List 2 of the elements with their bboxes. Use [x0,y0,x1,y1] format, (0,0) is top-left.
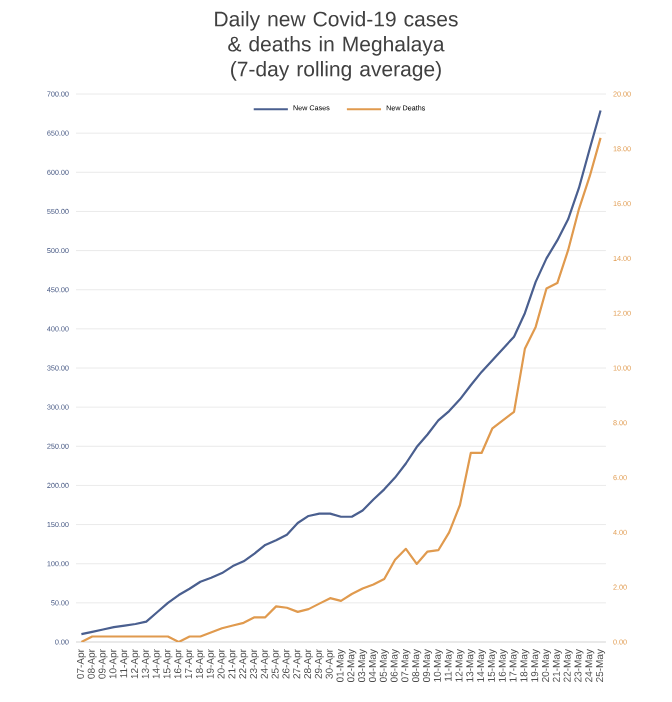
chart-subtitle: (7-day rolling average) [231,61,441,81]
chart-title: Daily new Covid-19 cases & deaths in Meghalaya [215,11,458,56]
